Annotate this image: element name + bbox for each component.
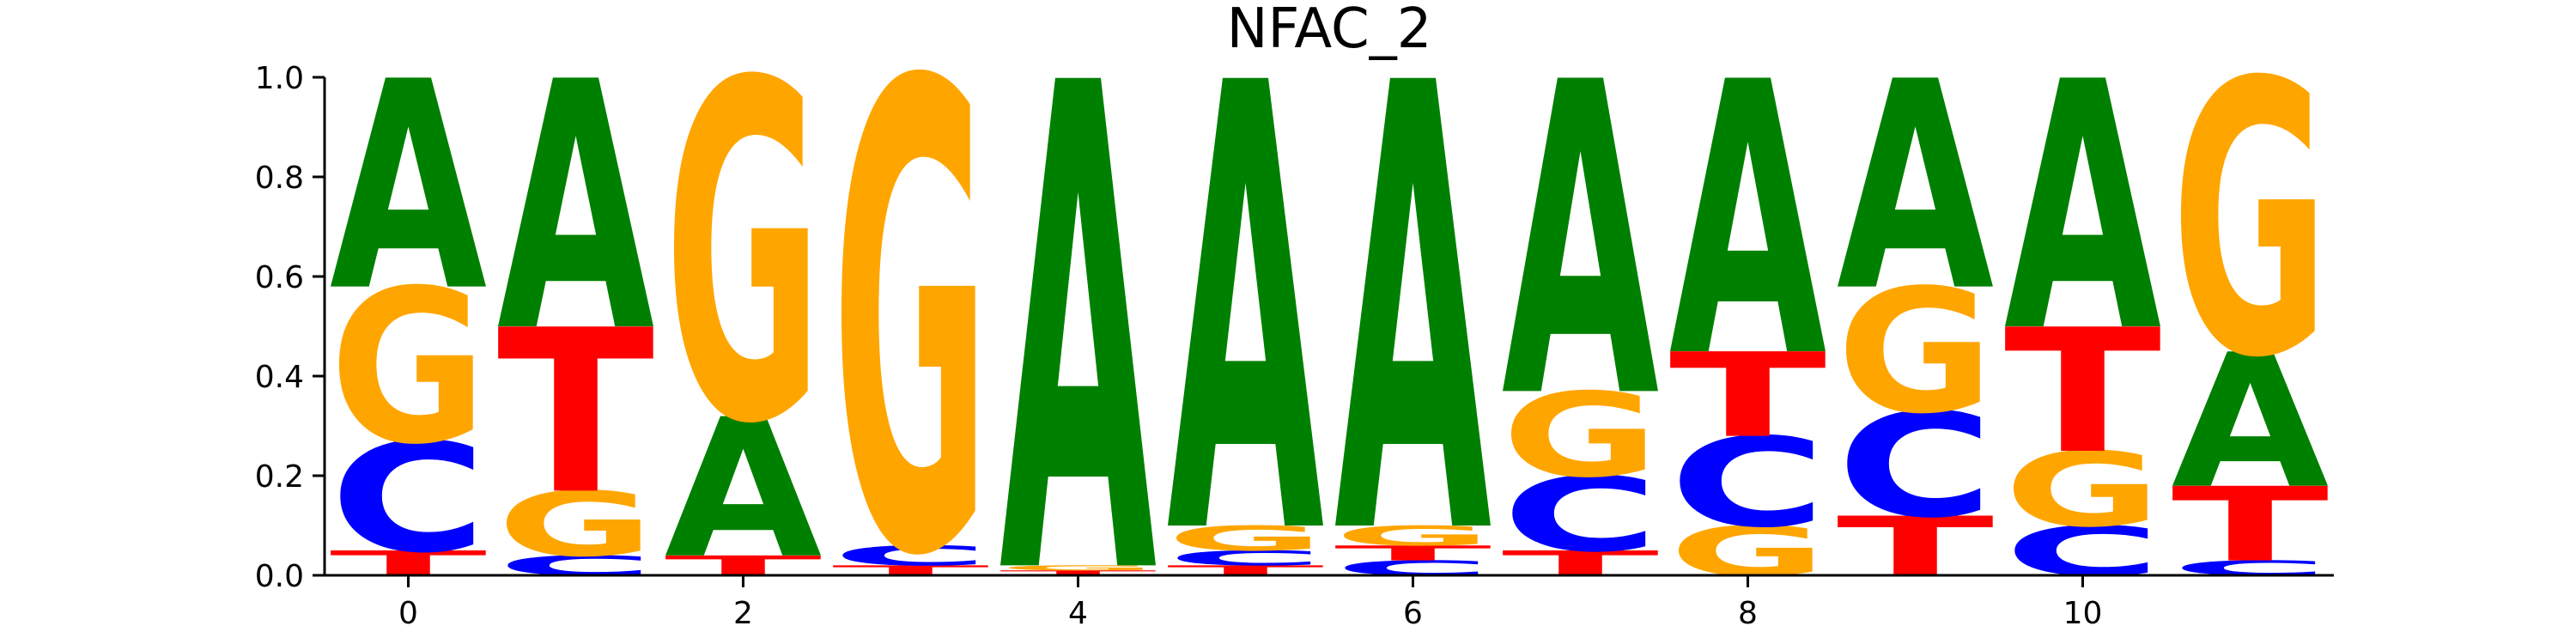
logo-letter-C-pos-0: C (330, 411, 487, 586)
logo-letter-A-pos-9: A (1837, 21, 1996, 355)
logo-letter-G-pos-7: G (1502, 368, 1659, 503)
logo-letter-T-pos-4: T (999, 569, 1157, 577)
y-tick-label: 0.0 (255, 559, 304, 594)
logo-letter-T-pos-6: T (1334, 541, 1492, 565)
logo-letter-C-pos-9: C (1837, 383, 1994, 550)
logo-letter-G-pos-11: G (2172, 3, 2329, 440)
chart-title: NFAC_2 (1227, 0, 1432, 61)
logo-letter-T-pos-11: T (2172, 466, 2329, 586)
logo-letter-A-pos-2: A (665, 380, 822, 602)
x-tick-label: 10 (2063, 596, 2103, 631)
logo-letter-G-pos-10: G (2004, 431, 2161, 550)
y-tick-label: 0.8 (255, 161, 304, 196)
y-tick-label: 0.4 (255, 360, 304, 395)
logo-letter-G-pos-4: G (999, 564, 1157, 572)
logo-letter-A-pos-0: A (330, 21, 489, 355)
x-tick-label: 4 (1068, 596, 1088, 631)
y-tick-label: 0.6 (255, 260, 304, 295)
logo-letter-C-pos-7: C (1502, 456, 1659, 575)
logo-letter-T-pos-1: T (497, 282, 656, 544)
logo-letter-A-pos-6: A (1334, 0, 1493, 644)
logo-letter-G-pos-2: G (665, 0, 822, 526)
logo-letter-C-pos-5: C (1167, 546, 1324, 570)
y-tick-label: 0.2 (255, 459, 304, 495)
logo-letter-G-pos-3: G (832, 0, 989, 644)
logo-letter-G-pos-9: G (1837, 252, 1994, 451)
logo-letter-A-pos-10: A (2004, 10, 2163, 408)
x-tick-label: 6 (1403, 596, 1423, 631)
logo-letter-C-pos-8: C (1669, 411, 1826, 555)
logo-letter-A-pos-4: A (999, 0, 1158, 644)
logo-letter-G-pos-1: G (497, 474, 654, 577)
logo-letter-G-pos-5: G (1167, 519, 1324, 558)
logo-letter-A-pos-1: A (497, 10, 656, 408)
x-tick-label: 2 (733, 596, 753, 631)
logo-letter-T-pos-8: T (1669, 329, 1826, 464)
logo-letter-T-pos-10: T (2004, 293, 2161, 491)
logo-letter-A-pos-8: A (1669, 3, 1828, 440)
x-tick-label: 8 (1738, 596, 1758, 631)
logo-letter-T-pos-7: T (1502, 544, 1659, 583)
logo-letter-G-pos-6: G (1334, 520, 1492, 552)
y-tick-label: 1.0 (255, 61, 304, 96)
logo-letter-G-pos-0: G (330, 246, 487, 491)
logo-letter-A-pos-7: A (1502, 0, 1661, 493)
logo-letter-T-pos-9: T (1837, 500, 1994, 595)
logo-letter-A-pos-5: A (1167, 0, 1326, 644)
logo-letter-A-pos-11: A (2172, 315, 2329, 530)
logo-letter-C-pos-3: C (832, 540, 989, 572)
axes: 0.0 0.2 0.4 0.6 0.8 1.0 0 2 4 6 8 10 (255, 61, 2334, 631)
x-tick-label: 0 (398, 596, 418, 631)
